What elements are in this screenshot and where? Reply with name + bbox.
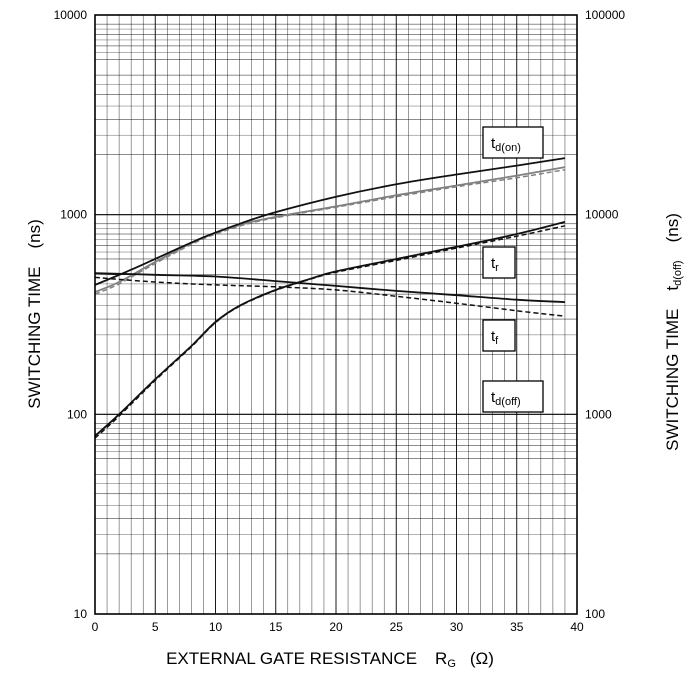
curve-labels: td(on) tr tf td(off) — [482, 126, 544, 413]
y-tick-label: 100 — [67, 407, 87, 421]
plot-frame — [94, 14, 578, 615]
x-tick-label: 20 — [329, 620, 343, 634]
label-box-f — [482, 319, 516, 352]
series-line-f-dashed — [94, 276, 566, 317]
series-line-don-dashed — [94, 168, 566, 295]
label-box-r — [482, 246, 516, 279]
series-line-don — [94, 166, 566, 293]
y2-tick-label: 10000 — [585, 208, 619, 222]
series-label-r: tr — [491, 255, 499, 274]
x-tick-label: 30 — [450, 620, 464, 634]
x-tick-label: 40 — [570, 620, 584, 634]
series-line-f — [94, 272, 566, 303]
label-box-don — [482, 126, 544, 159]
label-box-doff — [482, 380, 544, 413]
y2-axis-title: SWITCHING TIMEtd(off)(ns) — [663, 213, 684, 451]
series-label-f: tf — [491, 328, 499, 347]
y-tick-label: 1000 — [60, 208, 87, 222]
x-tick-label: 5 — [152, 620, 159, 634]
x-tick-label: 25 — [390, 620, 404, 634]
curves — [94, 157, 566, 439]
y2-tick-label: 1000 — [585, 407, 612, 421]
series-line-r-dashed — [94, 225, 566, 439]
x-axis-title: EXTERNAL GATE RESISTANCE RG (Ω) — [166, 649, 494, 670]
x-tick-label: 35 — [510, 620, 524, 634]
series-label-doff: td(off) — [491, 389, 521, 408]
tick-labels: 0 5 10 15 20 25 30 35 40 10 100 1000 10000 100 1000 100… — [54, 8, 626, 634]
x-tick-label: 10 — [209, 620, 223, 634]
y-tick-label: 10000 — [54, 8, 88, 22]
x-tick-label: 15 — [269, 620, 283, 634]
series-line-doff — [94, 157, 566, 286]
grid — [94, 15, 578, 615]
y2-tick-label: 100 — [585, 607, 605, 621]
y2-tick-label: 100000 — [585, 8, 625, 22]
series-label-don: td(on) — [491, 135, 521, 154]
y-tick-label: 10 — [74, 607, 88, 621]
y-axis-title: SWITCHING TIME(ns) — [25, 219, 44, 409]
x-tick-label: 0 — [92, 620, 99, 634]
